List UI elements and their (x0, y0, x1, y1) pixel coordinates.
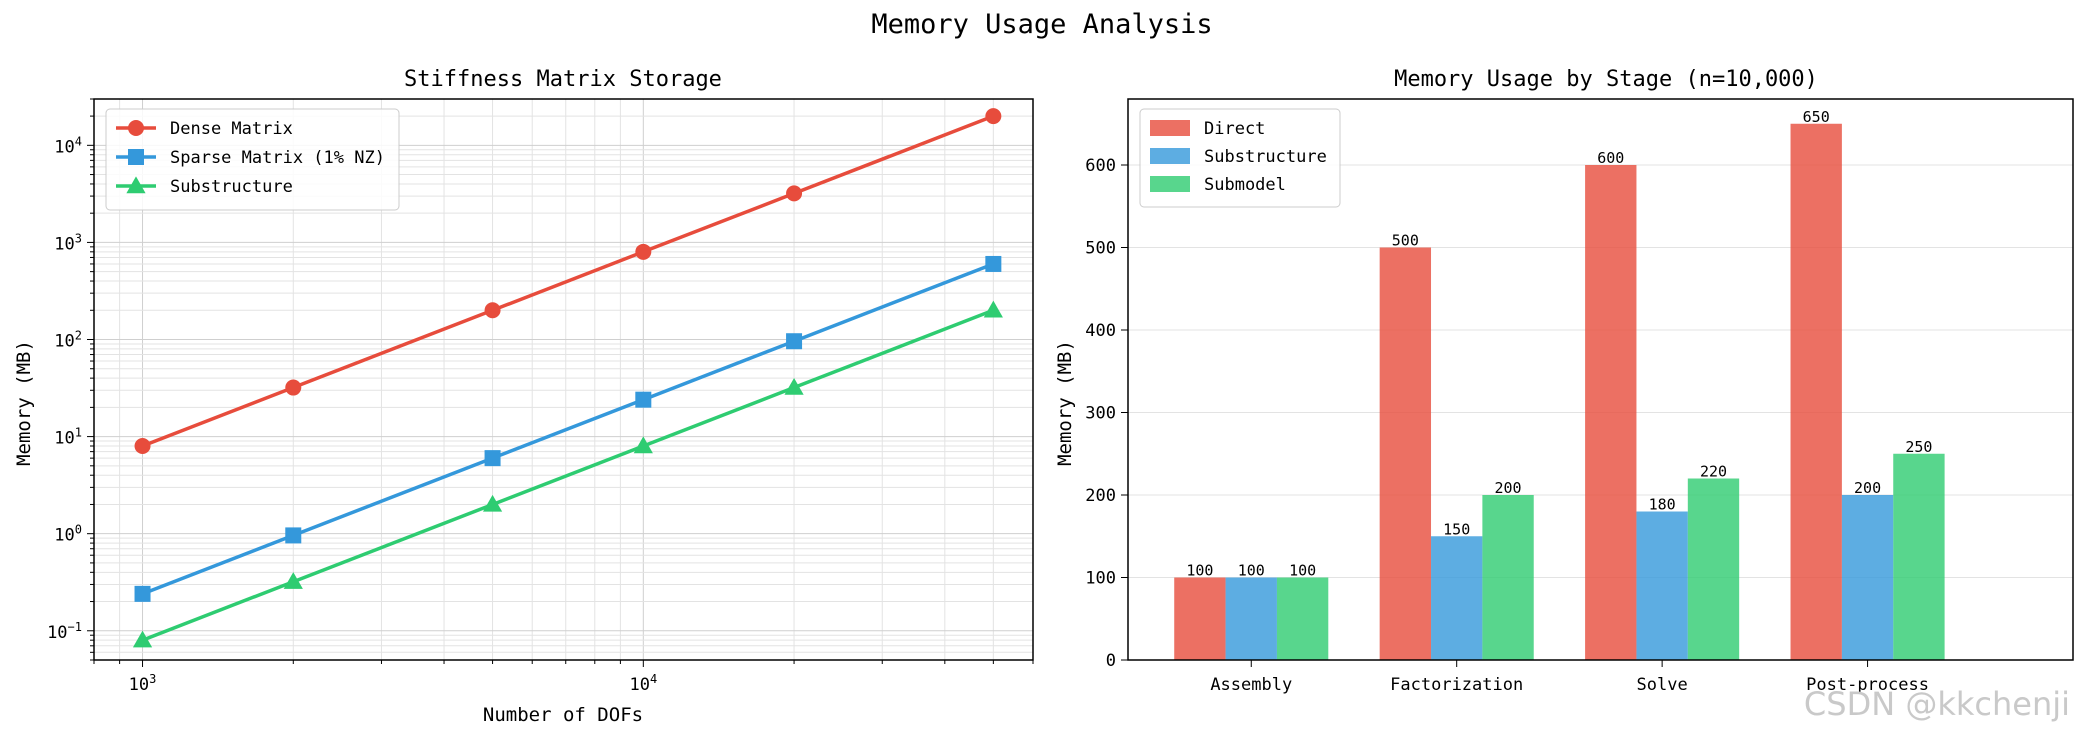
left-data-point (786, 333, 803, 350)
left-chart: Stiffness Matrix Storage Number of DOFs … (13, 67, 1034, 726)
right-y-tick-label: 0 (1106, 651, 1116, 671)
bar-0-3 (1790, 123, 1842, 660)
bar-value-label: 600 (1597, 149, 1624, 167)
left-data-point (985, 255, 1002, 272)
left-x-tick-label: 104 (629, 672, 657, 695)
right-legend-label: Direct (1204, 119, 1265, 139)
right-legend-label: Substructure (1204, 147, 1327, 167)
left-legend-box (105, 108, 400, 211)
left-data-point (985, 108, 1002, 125)
left-legend: Dense Matrix Sparse Matrix (1% NZ) Substru… (105, 108, 400, 211)
left-y-tick-label: 10−1 (47, 620, 82, 643)
bar-2-2 (1687, 478, 1740, 660)
right-chart-title: Memory Usage by Stage (n=10,000) (1394, 67, 1818, 92)
bar-value-label: 220 (1700, 463, 1727, 481)
left-data-point (983, 300, 1003, 318)
right-x-tick-label: Assembly (1210, 675, 1292, 695)
left-data-point (635, 391, 652, 408)
left-data-point (283, 572, 303, 589)
bar-2-3 (1893, 453, 1945, 660)
left-series-line (141, 114, 994, 448)
left-data-point (285, 527, 302, 544)
left-y-tick-label: 100 (54, 523, 82, 546)
left-data-point (285, 379, 302, 396)
right-x-tick-label: Factorization (1390, 675, 1523, 695)
bar-value-label: 200 (1495, 479, 1522, 497)
left-data-point (132, 630, 153, 648)
left-x-axis-label: Number of DOFs (483, 704, 643, 726)
watermark: CSDN @kkchenji (1804, 685, 2070, 723)
left-series-0 (134, 108, 1002, 455)
left-data-point (482, 494, 503, 512)
figure-title: Memory Usage Analysis (871, 9, 1212, 40)
bar-value-label: 200 (1854, 479, 1881, 497)
right-chart: Memory Usage by Stage (n=10,000) Memory … (1054, 67, 2074, 695)
bar-1-0 (1225, 577, 1277, 660)
left-legend-marker (128, 120, 144, 136)
bar-value-label: 500 (1392, 232, 1419, 250)
bar-1-3 (1841, 495, 1894, 660)
right-y-tick-label: 200 (1085, 486, 1116, 506)
left-data-point (484, 450, 501, 467)
left-legend-marker (128, 149, 144, 165)
left-series-line (141, 308, 994, 642)
bar-0-0 (1174, 577, 1226, 660)
left-x-tick-label: 103 (129, 672, 157, 695)
right-x-tick-label: Post-process (1806, 675, 1929, 695)
left-data-point (635, 243, 652, 260)
left-data-point (784, 377, 804, 395)
right-bars: 100 100 100 500 150 200 600 180 220 650 200 250 (1174, 108, 1945, 660)
left-y-tick-label: 102 (54, 329, 82, 352)
right-ticks: 0 100 200 300 400 500 600 Assembly Factorization… (1085, 156, 1929, 695)
bar-value-label: 250 (1905, 438, 1932, 456)
bar-1-2 (1636, 511, 1688, 660)
bar-value-label: 150 (1443, 520, 1470, 538)
left-series-2 (132, 300, 1003, 648)
left-legend-label: Dense Matrix (170, 119, 293, 139)
left-series-line (141, 262, 994, 596)
right-x-tick-label: Solve (1637, 675, 1688, 695)
bar-2-0 (1276, 577, 1329, 660)
right-legend: Direct Substructure Submodel (1139, 108, 1341, 208)
right-y-tick-label: 100 (1085, 569, 1116, 589)
bar-value-label: 100 (1289, 562, 1316, 580)
left-plot-frame (93, 98, 1034, 661)
bar-0-2 (1585, 165, 1637, 660)
bar-value-label: 650 (1803, 108, 1830, 126)
right-plot-frame (1127, 98, 2074, 661)
bar-1-1 (1431, 536, 1483, 660)
right-y-tick-label: 500 (1085, 239, 1116, 259)
left-ticks: 103 104 10−1 100 101 102 103 104 (47, 98, 1034, 695)
right-legend-swatch (1150, 120, 1190, 136)
bar-value-label: 180 (1649, 496, 1676, 514)
left-data-point (484, 302, 501, 319)
left-y-tick-label: 104 (54, 134, 82, 157)
right-legend-swatch (1150, 148, 1190, 164)
left-data-point (633, 436, 653, 454)
left-y-axis-label: Memory (MB) (13, 340, 35, 466)
left-data-point (134, 438, 151, 455)
right-legend-label: Submodel (1204, 175, 1286, 195)
right-legend-swatch (1150, 176, 1190, 192)
bar-value-label: 100 (1186, 562, 1213, 580)
left-series-1 (134, 255, 1002, 602)
left-y-tick-label: 101 (54, 426, 82, 449)
bar-0-1 (1379, 247, 1432, 660)
left-legend-label: Substructure (170, 177, 293, 197)
left-legend-marker (126, 176, 146, 194)
left-series (132, 108, 1003, 648)
bar-2-1 (1482, 495, 1534, 660)
left-y-tick-label: 103 (54, 231, 82, 254)
left-data-point (786, 185, 803, 202)
bar-value-label: 100 (1238, 562, 1265, 580)
right-y-tick-label: 300 (1085, 404, 1116, 424)
right-y-tick-label: 600 (1085, 156, 1116, 176)
right-y-axis-label: Memory (MB) (1054, 340, 1076, 466)
right-y-tick-label: 400 (1085, 321, 1116, 341)
left-chart-title: Stiffness Matrix Storage (404, 67, 722, 92)
left-legend-label: Sparse Matrix (1% NZ) (170, 148, 385, 168)
left-data-point (134, 585, 151, 602)
